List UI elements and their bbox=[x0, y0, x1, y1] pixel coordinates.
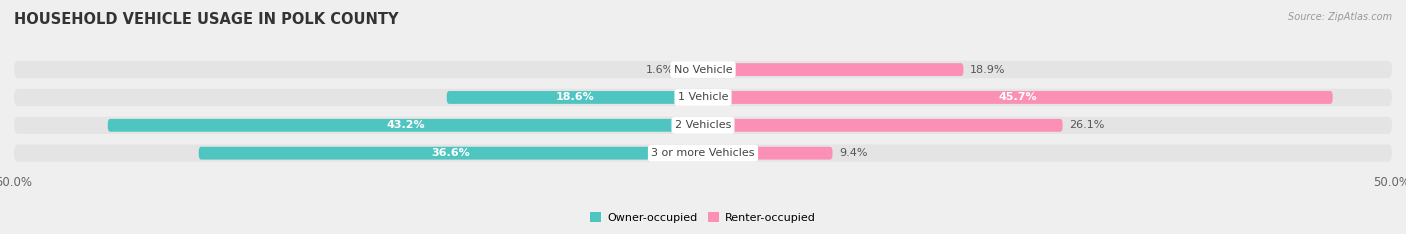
Text: 1.6%: 1.6% bbox=[645, 65, 673, 75]
Text: 2 Vehicles: 2 Vehicles bbox=[675, 120, 731, 130]
Text: No Vehicle: No Vehicle bbox=[673, 65, 733, 75]
Text: 1 Vehicle: 1 Vehicle bbox=[678, 92, 728, 102]
Text: HOUSEHOLD VEHICLE USAGE IN POLK COUNTY: HOUSEHOLD VEHICLE USAGE IN POLK COUNTY bbox=[14, 12, 398, 27]
FancyBboxPatch shape bbox=[14, 117, 1392, 134]
Text: Source: ZipAtlas.com: Source: ZipAtlas.com bbox=[1288, 12, 1392, 22]
Text: 43.2%: 43.2% bbox=[387, 120, 425, 130]
Text: 36.6%: 36.6% bbox=[432, 148, 470, 158]
Text: 18.9%: 18.9% bbox=[970, 65, 1005, 75]
FancyBboxPatch shape bbox=[703, 147, 832, 160]
Legend: Owner-occupied, Renter-occupied: Owner-occupied, Renter-occupied bbox=[586, 208, 820, 227]
FancyBboxPatch shape bbox=[447, 91, 703, 104]
FancyBboxPatch shape bbox=[681, 63, 703, 76]
FancyBboxPatch shape bbox=[703, 91, 1333, 104]
Text: 18.6%: 18.6% bbox=[555, 92, 595, 102]
FancyBboxPatch shape bbox=[198, 147, 703, 160]
FancyBboxPatch shape bbox=[14, 89, 1392, 106]
Text: 45.7%: 45.7% bbox=[998, 92, 1038, 102]
Text: 26.1%: 26.1% bbox=[1070, 120, 1105, 130]
Text: 3 or more Vehicles: 3 or more Vehicles bbox=[651, 148, 755, 158]
FancyBboxPatch shape bbox=[14, 145, 1392, 162]
FancyBboxPatch shape bbox=[14, 61, 1392, 78]
FancyBboxPatch shape bbox=[108, 119, 703, 132]
FancyBboxPatch shape bbox=[703, 63, 963, 76]
Text: 9.4%: 9.4% bbox=[839, 148, 868, 158]
FancyBboxPatch shape bbox=[703, 119, 1063, 132]
